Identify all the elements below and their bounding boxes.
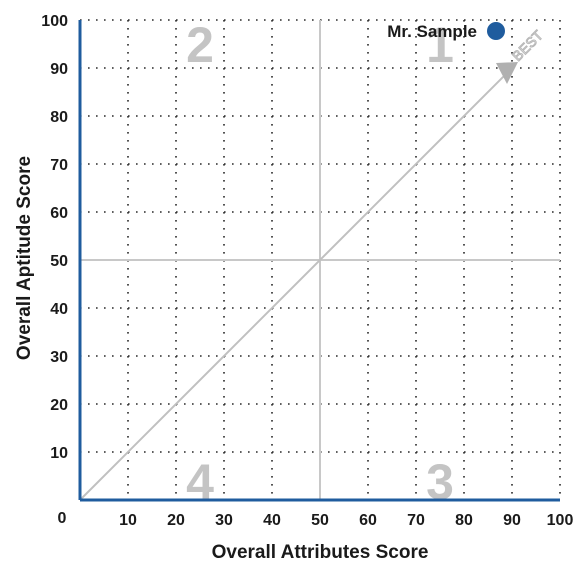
x-axis-title: Overall Attributes Score bbox=[212, 542, 429, 563]
x-tick-label-100: 100 bbox=[547, 512, 574, 529]
y-tick-label-90: 90 bbox=[50, 61, 68, 78]
diagonal-line bbox=[79, 67, 513, 501]
y-tick-label-10: 10 bbox=[50, 445, 68, 462]
x-tick-labels: 10 20 30 40 50 60 70 80 90 100 bbox=[119, 512, 573, 529]
x-tick-label-40: 40 bbox=[263, 512, 281, 529]
y-tick-label-20: 20 bbox=[50, 397, 68, 414]
y-tick-label-100: 100 bbox=[41, 13, 68, 30]
y-tick-label-40: 40 bbox=[50, 301, 68, 318]
y-tick-label-80: 80 bbox=[50, 109, 68, 126]
y-tick-labels: 10 20 30 40 50 60 70 80 90 100 bbox=[41, 13, 68, 462]
y-tick-label-70: 70 bbox=[50, 157, 68, 174]
x-tick-label-30: 30 bbox=[215, 512, 233, 529]
x-tick-label-90: 90 bbox=[503, 512, 521, 529]
axes bbox=[78, 20, 560, 502]
y-tick-label-50: 50 bbox=[50, 253, 68, 270]
y-tick-label-60: 60 bbox=[50, 205, 68, 222]
x-tick-label-60: 60 bbox=[359, 512, 377, 529]
diagonal-arrowhead bbox=[496, 62, 518, 84]
legend-label: Mr. Sample bbox=[387, 22, 477, 41]
quadrant-label-2: 2 bbox=[186, 17, 214, 73]
x-tick-label-70: 70 bbox=[407, 512, 425, 529]
best-diagonal: BEST bbox=[79, 26, 547, 501]
x-tick-label-10: 10 bbox=[119, 512, 137, 529]
best-label: BEST bbox=[509, 27, 546, 64]
origin-label: 0 bbox=[58, 510, 67, 527]
legend-marker bbox=[487, 22, 505, 40]
x-tick-label-20: 20 bbox=[167, 512, 185, 529]
x-tick-label-50: 50 bbox=[311, 512, 329, 529]
y-axis-title: Overall Aptitude Score bbox=[14, 156, 35, 360]
legend: Mr. Sample bbox=[387, 22, 505, 41]
x-tick-label-80: 80 bbox=[455, 512, 473, 529]
quadrant-label-1: 1 bbox=[426, 17, 454, 73]
y-tick-label-30: 30 bbox=[50, 349, 68, 366]
